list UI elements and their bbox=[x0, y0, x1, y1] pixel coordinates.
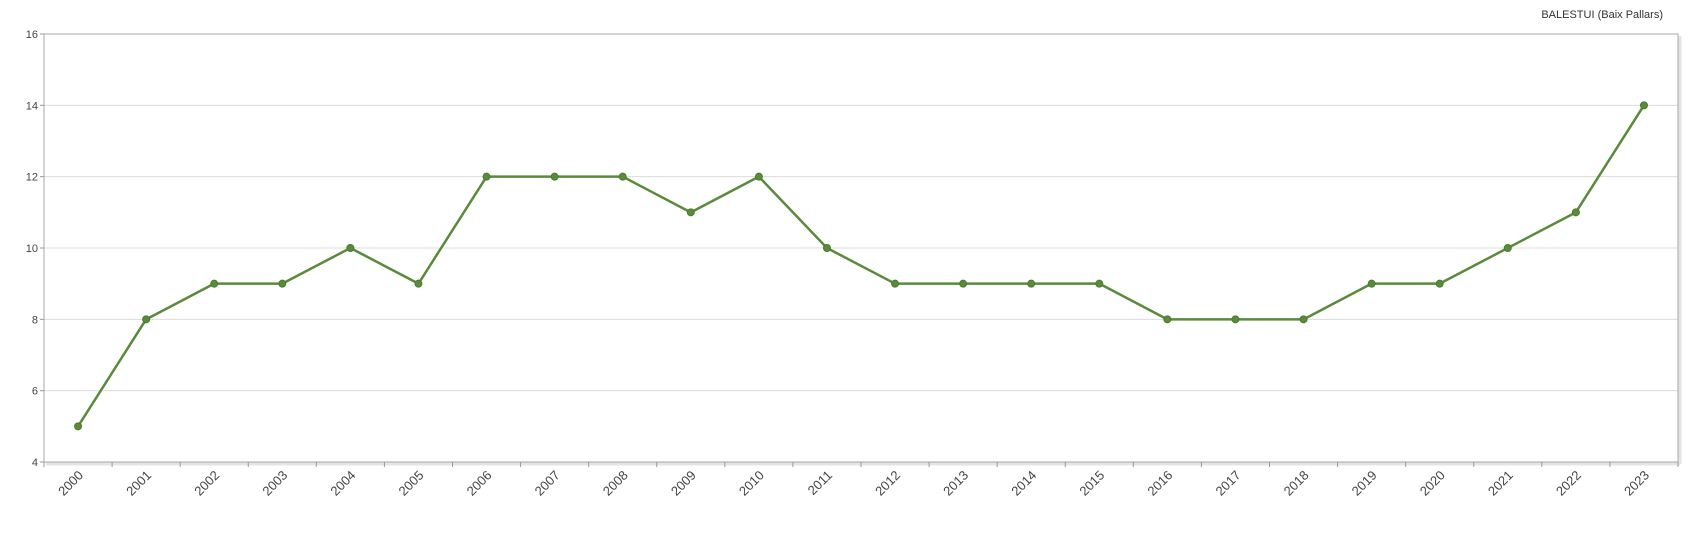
x-tick-label: 2001 bbox=[123, 468, 154, 499]
data-point[interactable] bbox=[414, 279, 423, 288]
x-tick-label: 2002 bbox=[191, 468, 222, 499]
x-tick-label: 2015 bbox=[1076, 468, 1107, 499]
x-tick-label: 2000 bbox=[55, 468, 86, 499]
x-tick-label: 2014 bbox=[1008, 468, 1039, 499]
x-tick-label: 2010 bbox=[736, 468, 767, 499]
x-tick-label: 2011 bbox=[805, 468, 835, 498]
data-point[interactable] bbox=[74, 422, 83, 431]
x-tick-label: 2004 bbox=[327, 468, 358, 499]
x-tick-label: 2013 bbox=[940, 468, 971, 499]
y-tick-label: 4 bbox=[32, 457, 38, 469]
x-tick-label: 2019 bbox=[1349, 468, 1380, 499]
data-point[interactable] bbox=[210, 279, 219, 288]
plot-frame bbox=[43, 33, 1682, 466]
data-point[interactable] bbox=[1163, 315, 1172, 324]
data-point[interactable] bbox=[891, 279, 900, 288]
data-point[interactable] bbox=[1299, 315, 1308, 324]
x-tick-label: 2012 bbox=[872, 468, 903, 499]
y-axis: 4 6 8 10 12 14 16 bbox=[26, 29, 44, 469]
data-point[interactable] bbox=[1503, 244, 1512, 252]
y-tick-label: 8 bbox=[32, 314, 38, 326]
x-tick-label: 2020 bbox=[1417, 468, 1448, 499]
x-tick-label: 2003 bbox=[259, 468, 290, 499]
data-point[interactable] bbox=[346, 244, 355, 252]
data-point[interactable] bbox=[482, 172, 491, 181]
y-tick-label: 16 bbox=[26, 29, 38, 41]
x-tick-label: 2022 bbox=[1553, 468, 1584, 499]
data-point[interactable] bbox=[142, 315, 151, 324]
x-tick-label: 2021 bbox=[1485, 468, 1516, 499]
x-tick-label: 2023 bbox=[1621, 468, 1652, 499]
x-tick-label: 2016 bbox=[1144, 468, 1175, 499]
data-point[interactable] bbox=[1231, 315, 1240, 324]
data-point[interactable] bbox=[618, 172, 627, 181]
data-point[interactable] bbox=[1027, 279, 1036, 288]
x-tick-label: 2017 bbox=[1213, 468, 1244, 499]
data-point[interactable] bbox=[1095, 279, 1104, 288]
x-axis: 2000 2001 2002 2003 2004 2005 2006 2007 2008 2009… bbox=[43, 462, 1679, 499]
data-point[interactable] bbox=[959, 279, 968, 288]
x-tick-label: 2006 bbox=[464, 468, 495, 499]
y-tick-label: 6 bbox=[32, 386, 38, 398]
x-tick-label: 2007 bbox=[532, 468, 563, 499]
data-point[interactable] bbox=[550, 172, 559, 181]
series bbox=[74, 101, 1648, 431]
data-point[interactable] bbox=[1435, 279, 1444, 288]
y-tick-label: 12 bbox=[26, 172, 38, 184]
data-point[interactable] bbox=[1639, 101, 1648, 110]
grid bbox=[44, 104, 1678, 392]
y-tick-label: 14 bbox=[26, 100, 38, 112]
data-point[interactable] bbox=[1571, 208, 1580, 217]
series-line bbox=[76, 104, 1646, 428]
x-tick-label: 2018 bbox=[1281, 468, 1312, 499]
data-point[interactable] bbox=[822, 244, 831, 252]
y-tick-label: 10 bbox=[26, 243, 38, 255]
x-tick-label: 2009 bbox=[668, 468, 699, 499]
chart-subtitle: BALESTUI (Baix Pallars) bbox=[1541, 9, 1663, 21]
x-tick-label: 2005 bbox=[396, 468, 427, 499]
data-point[interactable] bbox=[686, 208, 695, 217]
data-point[interactable] bbox=[278, 279, 287, 288]
data-point[interactable] bbox=[754, 172, 763, 181]
x-tick-label: 2008 bbox=[600, 468, 631, 499]
data-point[interactable] bbox=[1367, 279, 1376, 288]
